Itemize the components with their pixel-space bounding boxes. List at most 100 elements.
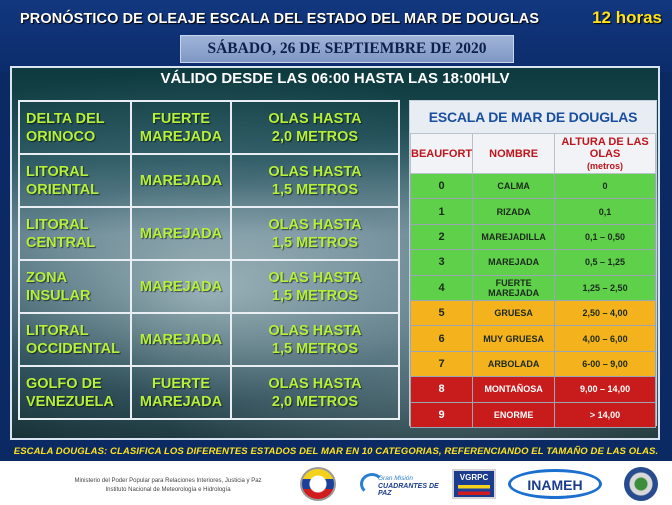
douglas-scale-table: BEAUFORT NOMBRE ALTURA DE LAS OLAS (metro…	[409, 133, 656, 428]
scale-name: CALMA	[472, 172, 556, 200]
scale-name: ENORME	[472, 401, 556, 428]
col-height-unit: (metros)	[587, 160, 624, 171]
scale-level: 3	[409, 249, 474, 276]
date-banner: SÁBADO, 26 DE SEPTIEMBRE DE 2020	[180, 35, 514, 63]
state-cell: FUERTE MAREJADA	[130, 365, 232, 420]
forecast-row: GOLFO DE VENEZUELA FUERTE MAREJADA OLAS HA…	[18, 365, 400, 420]
waves-line: 1,5 METROS	[271, 181, 359, 198]
forecast-panel: VÁLIDO DESDE LAS 06:00 HASTA LAS 18:00HL…	[10, 66, 660, 440]
forecast-row: DELTA DEL ORINOCO FUERTE MAREJADA OLAS HAS…	[18, 100, 400, 155]
forecast-row: ZONA INSULAR MAREJADA OLAS HASTA 1,5 METRO…	[18, 259, 400, 314]
waves-line: 2,0 METROS	[271, 393, 359, 410]
zone-line: GOLFO DE	[26, 375, 102, 392]
forecast-row: LITORAL ORIENTAL MAREJADA OLAS HASTA 1,5 M…	[18, 153, 400, 208]
wave-icon	[360, 473, 384, 495]
state-line: MAREJADA	[139, 225, 223, 242]
zone-line: ORINOCO	[26, 128, 96, 145]
scale-name: GRUESA	[472, 299, 556, 327]
waves-cell: OLAS HASTA 1,5 METROS	[230, 312, 400, 367]
douglas-scale-card: ESCALA DE MAR DE DOUGLAS BEAUFORT NOMBRE…	[409, 100, 657, 428]
zone-line: CENTRAL	[26, 234, 96, 251]
scale-header-row: BEAUFORT NOMBRE ALTURA DE LAS OLAS (metro…	[409, 133, 656, 174]
scale-row: 4 FUERTE MAREJADA 1,25 – 2,50	[409, 274, 656, 301]
venezuela-emblem-logo	[300, 467, 336, 501]
scale-height: 4,00 – 6,00	[554, 325, 656, 352]
waves-line: 2,0 METROS	[271, 128, 359, 145]
zone-line: ORIENTAL	[26, 181, 100, 198]
state-line: FUERTE	[152, 375, 210, 392]
footer-bar: Ministerio del Poder Popular para Relaci…	[0, 461, 672, 505]
zone-line: LITORAL	[26, 163, 89, 180]
state-cell: MAREJADA	[130, 259, 232, 314]
scale-level: 0	[409, 172, 474, 200]
inameh-text: INAMEH	[527, 477, 583, 493]
scale-row: 0 CALMA 0	[409, 172, 656, 200]
waves-cell: OLAS HASTA 1,5 METROS	[230, 259, 400, 314]
scale-name: ARBOLADA	[472, 350, 556, 378]
zone-cell: DELTA DEL ORINOCO	[18, 100, 132, 155]
inameh-logo: INAMEH	[508, 469, 602, 499]
scale-row: 3 MAREJADA 0,5 – 1,25	[409, 249, 656, 276]
scale-height: 0,5 – 1,25	[554, 249, 656, 276]
state-line: MAREJADA	[139, 128, 223, 145]
zone-cell: LITORAL OCCIDENTAL	[18, 312, 132, 367]
zone-line: ZONA	[26, 269, 68, 286]
col-name: NOMBRE	[472, 133, 556, 174]
waves-line: OLAS HASTA	[268, 216, 362, 233]
state-cell: MAREJADA	[130, 206, 232, 261]
state-cell: MAREJADA	[130, 153, 232, 208]
scale-name: MONTAÑOSA	[472, 376, 556, 403]
zone-line: OCCIDENTAL	[26, 340, 120, 357]
col-beaufort: BEAUFORT	[409, 133, 474, 174]
waves-line: OLAS HASTA	[268, 375, 362, 392]
waves-cell: OLAS HASTA 1,5 METROS	[230, 153, 400, 208]
scale-height: 0,1 – 0,50	[554, 223, 656, 251]
zone-cell: GOLFO DE VENEZUELA	[18, 365, 132, 420]
scale-height: 1,25 – 2,50	[554, 274, 656, 301]
seal-logo	[624, 467, 658, 501]
waves-line: OLAS HASTA	[268, 110, 362, 127]
scale-level: 7	[409, 350, 474, 378]
waves-line: 1,5 METROS	[271, 234, 359, 251]
col-height-label: ALTURA DE LAS OLAS	[561, 135, 649, 160]
scale-row: 1 RIZADA 0,1	[409, 198, 656, 225]
state-cell: MAREJADA	[130, 312, 232, 367]
waves-line: 1,5 METROS	[271, 287, 359, 304]
waves-cell: OLAS HASTA 1,5 METROS	[230, 206, 400, 261]
ministry-credit: Ministerio del Poder Popular para Relaci…	[58, 477, 278, 495]
scale-level: 2	[409, 223, 474, 251]
scale-level: 9	[409, 401, 474, 428]
zone-line: VENEZUELA	[26, 393, 114, 410]
vgrpc-text: VGRPC	[459, 473, 489, 482]
col-height: ALTURA DE LAS OLAS (metros)	[554, 133, 656, 174]
zone-line: LITORAL	[26, 216, 89, 233]
scale-level: 8	[409, 376, 474, 403]
state-line: MAREJADA	[139, 331, 223, 348]
scale-height: 0	[554, 172, 656, 200]
logo-gm-line2: CUADRANTES DE PAZ	[378, 483, 439, 497]
state-line: MAREJADA	[139, 172, 223, 189]
cuadrantes-de-paz-logo: Gran Misión CUADRANTES DE PAZ	[360, 469, 440, 499]
scale-row: 6 MUY GRUESA 4,00 – 6,00	[409, 325, 656, 352]
scale-row: 2 MAREJADILLA 0,1 – 0,50	[409, 223, 656, 251]
scale-name: MUY GRUESA	[472, 325, 556, 352]
zone-cell: ZONA INSULAR	[18, 259, 132, 314]
scale-name: MAREJADILLA	[472, 223, 556, 251]
validity-text: VÁLIDO DESDE LAS 06:00 HASTA LAS 18:00HL…	[160, 70, 510, 87]
vgrpc-logo: VGRPC	[452, 469, 496, 499]
scale-row: 5 GRUESA 2,50 – 4,00	[409, 299, 656, 327]
logo-gm-line1: Gran Misión	[378, 475, 414, 482]
scale-height: > 14,00	[554, 401, 656, 428]
zone-cell: LITORAL ORIENTAL	[18, 153, 132, 208]
header-bar: PRONÓSTICO DE OLEAJE ESCALA DEL ESTADO D…	[0, 0, 672, 72]
state-line: MAREJADA	[139, 278, 223, 295]
zone-line: LITORAL	[26, 322, 89, 339]
scale-row: 7 ARBOLADA 6-00 – 9,00	[409, 350, 656, 378]
page-title: PRONÓSTICO DE OLEAJE ESCALA DEL ESTADO D…	[20, 11, 540, 27]
waves-line: OLAS HASTA	[268, 163, 362, 180]
scale-height: 6-00 – 9,00	[554, 350, 656, 378]
scale-footnote: ESCALA DOUGLAS: CLASIFICA LOS DIFERENTES…	[13, 446, 659, 457]
scale-level: 6	[409, 325, 474, 352]
zone-cell: LITORAL CENTRAL	[18, 206, 132, 261]
institute-line: Instituto Nacional de Meteorología e Hid…	[105, 487, 231, 493]
